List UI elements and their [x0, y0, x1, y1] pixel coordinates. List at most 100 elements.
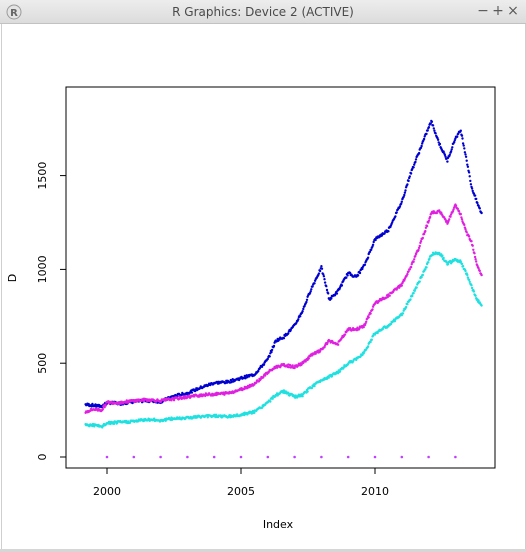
x-axis-label: Index — [263, 518, 294, 531]
data-point — [374, 238, 377, 242]
data-point — [262, 363, 266, 366]
data-point — [132, 455, 136, 459]
data-point — [422, 232, 426, 236]
y-tick-label: 1500 — [36, 162, 49, 190]
data-point — [418, 244, 421, 248]
data-point — [417, 151, 421, 155]
series-3 — [84, 251, 483, 429]
close-button[interactable]: × — [507, 3, 519, 19]
data-point — [407, 270, 410, 273]
y-tick-label: 1000 — [36, 255, 49, 283]
data-point — [427, 455, 430, 459]
data-point — [299, 315, 302, 318]
data-point — [441, 254, 444, 257]
maximize-button[interactable]: + — [492, 3, 504, 19]
data-point — [346, 455, 350, 459]
data-point — [401, 312, 405, 315]
data-point — [464, 153, 467, 156]
data-point — [311, 285, 314, 288]
data-point — [417, 246, 421, 250]
data-point — [293, 455, 296, 459]
data-point — [393, 320, 396, 323]
data-point — [369, 340, 372, 344]
data-point — [467, 278, 471, 281]
data-point — [287, 332, 290, 335]
data-point — [398, 205, 402, 208]
data-point — [464, 155, 468, 158]
data-point — [270, 348, 274, 352]
data-point — [480, 273, 483, 277]
data-point — [373, 455, 377, 459]
data-point — [462, 144, 465, 147]
data-point — [323, 278, 326, 281]
data-point — [306, 390, 309, 393]
data-point — [467, 171, 471, 174]
data-point — [421, 273, 424, 277]
data-point — [371, 308, 374, 311]
data-point — [477, 267, 480, 270]
data-point — [309, 290, 312, 293]
data-point — [419, 146, 423, 149]
minimize-button[interactable]: − — [477, 3, 489, 19]
data-point — [293, 366, 296, 370]
data-point — [186, 455, 189, 459]
data-point — [320, 267, 324, 270]
window-bottom-edge — [0, 549, 526, 552]
data-point — [414, 254, 417, 258]
data-point — [478, 269, 481, 273]
data-point — [430, 120, 434, 124]
svg-text:R: R — [10, 8, 18, 19]
data-point — [432, 127, 435, 130]
data-point — [406, 303, 409, 306]
data-point — [471, 244, 474, 247]
data-point — [470, 286, 474, 290]
data-point — [322, 275, 326, 278]
data-point — [427, 221, 430, 224]
data-point — [454, 204, 458, 207]
data-point — [371, 243, 375, 246]
data-point — [367, 316, 370, 319]
data-point — [468, 280, 471, 283]
title-bar[interactable]: R R Graphics: Device 2 (ACTIVE) − + × — [0, 0, 526, 24]
data-point — [475, 197, 478, 201]
data-point — [473, 255, 477, 259]
data-point — [461, 142, 465, 145]
data-point — [424, 226, 428, 229]
data-point — [297, 318, 300, 321]
x-tick-label: 2005 — [227, 485, 255, 498]
data-point — [477, 204, 480, 207]
data-point — [460, 134, 464, 137]
data-point — [345, 276, 348, 279]
data-point — [460, 218, 464, 221]
data-point — [124, 419, 128, 423]
data-point — [125, 399, 128, 402]
data-point — [282, 362, 286, 366]
data-point — [449, 150, 453, 153]
data-point — [407, 179, 410, 183]
data-point — [313, 282, 316, 285]
data-point — [419, 240, 423, 243]
data-point — [318, 269, 322, 273]
data-point — [404, 305, 408, 309]
data-point — [282, 337, 286, 340]
data-point — [105, 455, 109, 459]
data-point — [464, 269, 467, 273]
data-point — [128, 421, 132, 424]
data-point — [340, 284, 344, 287]
data-point — [412, 260, 415, 263]
data-point — [424, 268, 427, 271]
data-point — [454, 455, 457, 459]
data-point — [387, 230, 390, 233]
data-point — [459, 212, 462, 216]
data-point — [467, 235, 471, 238]
data-point — [270, 350, 273, 354]
data-point — [470, 187, 474, 190]
data-point — [472, 248, 475, 251]
data-point — [104, 404, 108, 407]
data-point — [466, 273, 469, 277]
data-point — [271, 397, 274, 400]
window-title: R Graphics: Device 2 (ACTIVE) — [172, 5, 354, 19]
data-point — [444, 155, 447, 158]
data-point — [460, 216, 463, 219]
data-point — [473, 252, 476, 255]
